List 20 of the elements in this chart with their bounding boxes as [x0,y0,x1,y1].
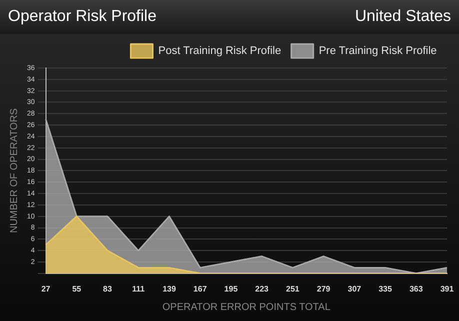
x-tick-label: 279 [316,284,331,294]
x-axis-title: OPERATOR ERROR POINTS TOTAL [162,302,331,313]
x-tick-label: 391 [440,284,454,294]
legend-label: Post Training Risk Profile [158,45,282,58]
x-tick-label: 55 [72,284,82,294]
x-tick-label: 83 [103,284,113,294]
y-axis-title: NUMBER OF OPERATORS [8,108,20,234]
x-tick-label: 363 [409,284,424,294]
x-tick-label: 223 [255,284,270,294]
x-tick-label: 111 [132,284,146,294]
x-tick-label: 307 [348,284,362,294]
x-tick-label: 167 [193,284,208,294]
x-tick-label: 251 [286,284,300,294]
chart-subtitle: United States [354,8,451,26]
x-tick-label: 335 [378,284,392,294]
x-tick-label: 27 [41,284,51,294]
x-tick-label: 139 [162,284,176,294]
legend-label: Pre Training Risk Profile [318,45,437,58]
chart-title: Operator Risk Profile [8,8,156,26]
x-tick-label: 195 [224,284,238,294]
